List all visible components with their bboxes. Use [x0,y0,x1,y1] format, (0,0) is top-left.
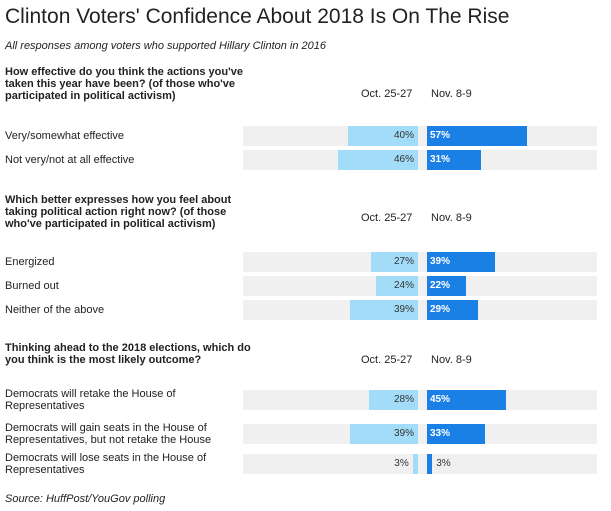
bar-oct [412,454,418,474]
value-label-nov: 31% [430,154,451,165]
bar-track [243,454,597,474]
chart-subtitle: All responses among voters who supported… [5,40,327,52]
bar-track [243,390,597,410]
bar-track [243,276,597,296]
row-label: Energized [5,256,55,268]
row-label: Democrats will gain seats in the House o… [5,422,212,446]
value-label-oct: 46% [393,154,414,165]
chart-title: Clinton Voters' Confidence About 2018 Is… [5,5,510,28]
value-label-oct: 24% [393,280,414,291]
bar-nov [427,300,478,320]
value-label-nov: 57% [430,130,451,141]
bar-oct [337,150,418,170]
value-label-oct: 27% [393,256,414,267]
bar-nov [427,454,433,474]
bar-oct [370,252,418,272]
row-label: Burned out [5,280,59,292]
column-header-oct: Oct. 25-27 [361,88,413,100]
question-text: Thinking ahead to the 2018 elections, wh… [5,342,251,366]
bar-nov [427,252,496,272]
value-label-nov: 39% [430,256,451,267]
value-label-nov: 22% [430,280,451,291]
question-text: Which better expresses how you feel abou… [5,194,232,230]
bar-nov [427,390,506,410]
row-label: Democrats will lose seats in the House o… [5,452,207,476]
question-text: How effective do you think the actions y… [5,66,243,102]
source-note: Source: HuffPost/YouGov polling [5,493,166,505]
bar-track [243,150,597,170]
value-label-nov: 29% [430,304,451,315]
column-header-nov: Nov. 8-9 [431,212,472,224]
bar-oct [349,300,418,320]
bar-nov [427,276,466,296]
bar-track [243,300,597,320]
bar-oct [369,390,418,410]
bar-oct [348,126,418,146]
value-label-oct: 39% [393,428,414,439]
bar-oct [349,424,418,444]
column-header-oct: Oct. 25-27 [361,212,413,224]
bar-nov [427,150,482,170]
value-label-oct: 28% [393,394,414,405]
column-header-oct: Oct. 25-27 [361,354,413,366]
value-label-nov: 3% [436,458,451,469]
bar-track [243,424,597,444]
row-label: Not very/not at all effective [5,154,135,166]
value-label-nov: 33% [430,428,451,439]
bar-track [243,252,597,272]
value-label-oct: 40% [393,130,414,141]
value-label-oct: 3% [394,458,409,469]
bar-track [243,126,597,146]
column-header-nov: Nov. 8-9 [431,354,472,366]
row-label: Democrats will retake the House of Repre… [5,388,176,412]
bar-nov [427,424,485,444]
row-label: Very/somewhat effective [5,130,125,142]
bar-nov [427,126,527,146]
column-header-nov: Nov. 8-9 [431,88,472,100]
value-label-oct: 39% [393,304,414,315]
bar-oct [376,276,418,296]
value-label-nov: 45% [430,394,451,405]
row-label: Neither of the above [5,304,105,316]
